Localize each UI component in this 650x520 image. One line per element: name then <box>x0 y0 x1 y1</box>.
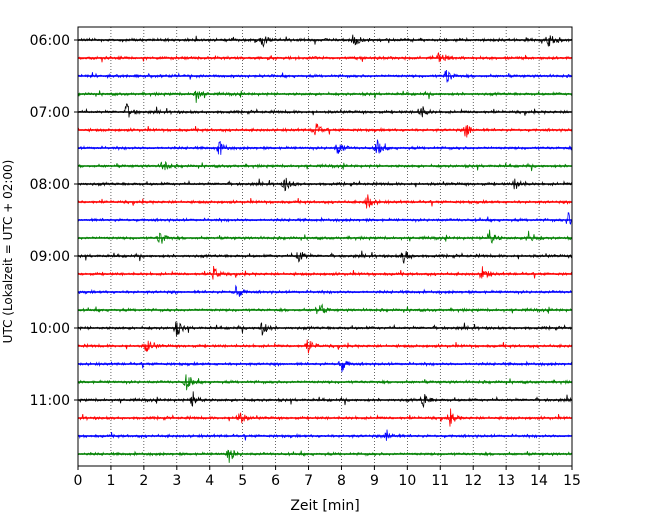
grid-lines <box>110 27 540 466</box>
trace-11:30 <box>77 429 573 441</box>
y-axis-ticks: 06:00 07:00 08:00 09:00 10:00 11:00 <box>30 33 78 409</box>
x-tick-label: 13 <box>497 473 515 489</box>
trace-11:00 <box>78 391 573 409</box>
seismic-traces <box>77 34 573 463</box>
y-axis-label: UTC (Lokalzeit = UTC + 02:00) <box>1 160 15 344</box>
x-axis-ticks: 0 1 2 3 4 5 6 7 8 9 10 11 12 13 14 15 <box>74 466 581 489</box>
x-tick-label: 12 <box>464 473 482 489</box>
trace-signal <box>77 69 573 83</box>
trace-09:00 <box>77 250 573 264</box>
y-tick-label: 11:00 <box>30 393 70 409</box>
trace-07:15 <box>77 123 573 138</box>
x-tick-label: 3 <box>172 473 181 489</box>
trace-signal <box>78 52 573 63</box>
trace-06:45 <box>77 90 573 103</box>
trace-signal <box>77 374 573 391</box>
x-tick-label: 6 <box>271 473 280 489</box>
trace-09:45 <box>77 303 573 315</box>
trace-signal <box>77 321 572 337</box>
trace-08:00 <box>77 177 573 192</box>
x-tick-label: 10 <box>398 473 416 489</box>
trace-signal <box>77 265 573 280</box>
trace-08:30 <box>77 212 573 225</box>
trace-08:15 <box>77 194 573 209</box>
trace-signal <box>77 123 573 138</box>
trace-signal <box>77 177 573 192</box>
trace-signal <box>77 284 572 297</box>
trace-11:45 <box>77 449 573 463</box>
x-tick-label: 8 <box>337 473 346 489</box>
trace-signal <box>77 34 572 48</box>
trace-signal <box>77 160 572 172</box>
y-tick-label: 08:00 <box>30 177 70 193</box>
trace-06:15 <box>78 52 573 63</box>
y-tick-label: 07:00 <box>30 105 70 121</box>
y-tick-label: 10:00 <box>30 321 70 337</box>
x-tick-label: 2 <box>139 473 148 489</box>
trace-signal <box>77 360 573 373</box>
trace-signal <box>77 250 573 264</box>
trace-10:00 <box>77 321 572 337</box>
x-axis-label: Zeit [min] <box>290 498 359 514</box>
trace-signal <box>77 139 573 155</box>
trace-signal <box>77 90 573 103</box>
x-tick-label: 5 <box>238 473 247 489</box>
x-tick-label: 4 <box>205 473 214 489</box>
trace-10:30 <box>77 360 573 373</box>
x-tick-label: 7 <box>304 473 313 489</box>
y-tick-label: 06:00 <box>30 33 70 49</box>
x-tick-label: 11 <box>431 473 449 489</box>
trace-07:00 <box>77 103 572 118</box>
trace-06:00 <box>77 34 572 48</box>
plot-frame <box>77 26 573 467</box>
trace-signal <box>77 449 573 463</box>
x-tick-label: 0 <box>74 473 83 489</box>
trace-06:30 <box>77 69 573 83</box>
trace-09:30 <box>77 284 572 297</box>
trace-signal <box>77 229 573 244</box>
trace-signal <box>78 408 573 427</box>
x-tick-label: 1 <box>106 473 115 489</box>
trace-11:15 <box>78 408 573 427</box>
trace-10:15 <box>77 339 573 354</box>
x-tick-label: 9 <box>370 473 379 489</box>
trace-signal <box>77 429 573 441</box>
trace-08:45 <box>77 229 573 244</box>
x-tick-label: 15 <box>563 473 581 489</box>
trace-09:15 <box>77 265 573 280</box>
y-tick-label: 09:00 <box>30 249 70 265</box>
x-tick-label: 14 <box>530 473 548 489</box>
trace-10:45 <box>77 374 573 391</box>
trace-signal <box>77 194 573 209</box>
trace-signal <box>78 391 573 409</box>
trace-07:45 <box>77 160 572 172</box>
trace-signal <box>77 339 573 354</box>
trace-signal <box>77 303 573 315</box>
trace-signal <box>77 212 573 225</box>
trace-07:30 <box>77 139 573 155</box>
trace-signal <box>77 103 572 118</box>
